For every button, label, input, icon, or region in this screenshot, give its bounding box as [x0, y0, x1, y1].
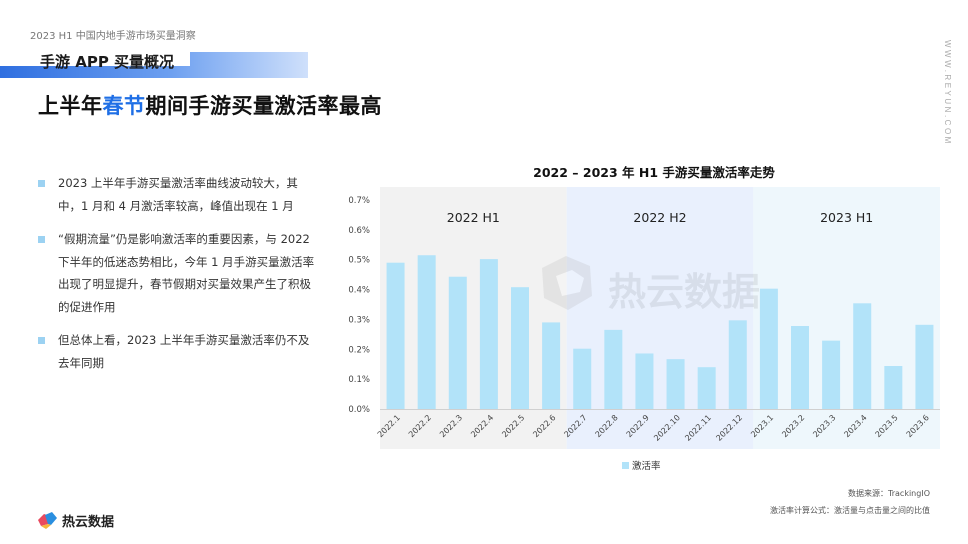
bar	[697, 367, 716, 409]
bar	[853, 303, 872, 409]
y-tick-label: 0.0%	[348, 405, 370, 415]
period-band	[566, 187, 754, 449]
bullet-text: 但总体上看，2023 上半年手游买量激活率仍不及去年同期	[58, 333, 310, 370]
bar	[511, 287, 529, 409]
y-tick-label: 0.2%	[348, 345, 370, 355]
y-tick-label: 0.5%	[348, 256, 370, 266]
legend-swatch	[622, 462, 629, 469]
bullet-square-icon	[38, 236, 45, 243]
headline-highlight: 春节	[102, 94, 146, 118]
watermark: 热云数据	[542, 256, 760, 314]
headline-before: 上半年	[38, 94, 103, 118]
watermark-text: 热云数据	[608, 270, 760, 314]
y-tick-label: 0.7%	[348, 196, 370, 206]
period-band	[380, 187, 567, 449]
bar	[604, 329, 623, 409]
bullet-text: 2023 上半年手游买量激活率曲线波动较大，其中，1 月和 4 月激活率较高，峰…	[58, 176, 298, 213]
y-tick-label: 0.3%	[348, 315, 370, 325]
formula-note: 激活率计算公式：激活量与点击量之间的比值	[770, 506, 930, 515]
y-tick-label: 0.6%	[348, 226, 370, 236]
bar	[635, 353, 654, 409]
section-title: 手游 APP 买量概况	[40, 53, 175, 71]
period-label: 2023 H1	[820, 210, 873, 225]
chart-title: 2022 – 2023 年 H1 手游买量激活率走势	[533, 165, 775, 180]
y-tick-label: 0.4%	[348, 286, 370, 296]
bar	[822, 340, 841, 409]
bullet-square-icon	[38, 337, 45, 344]
period-band	[753, 187, 940, 449]
bar	[479, 259, 498, 409]
period-label: 2022 H2	[633, 210, 686, 225]
section-bar-mask	[0, 52, 190, 66]
bullet-item: “假期流量”仍是影响激活率的重要因素，与 2022 下半年的低迷态势相比，今年 …	[38, 228, 318, 318]
cloud-logo-icon	[542, 256, 592, 310]
bar	[666, 359, 685, 409]
bar	[386, 262, 405, 409]
bullet-item: 但总体上看，2023 上半年手游买量激活率仍不及去年同期	[38, 329, 318, 374]
legend-label: 激活率	[632, 460, 661, 472]
bullet-text: “假期流量”仍是影响激活率的重要因素，与 2022 下半年的低迷态势相比，今年 …	[58, 232, 315, 314]
y-tick-label: 0.1%	[348, 375, 370, 385]
bullet-square-icon	[38, 180, 45, 187]
bullet-list: 2023 上半年手游买量激活率曲线波动较大，其中，1 月和 4 月激活率较高，峰…	[38, 172, 318, 385]
bar	[915, 324, 934, 409]
bar	[791, 325, 809, 409]
cloud-logo-icon	[38, 512, 57, 529]
bar	[417, 255, 436, 409]
data-source-note: 数据来源：TrackingIO	[848, 489, 930, 498]
bar	[759, 288, 778, 409]
bar	[573, 348, 592, 409]
bar	[448, 276, 467, 409]
period-label: 2022 H1	[447, 210, 500, 225]
brand-logo: 热云数据	[36, 510, 114, 530]
headline-after: 期间手游买量激活率最高	[145, 94, 382, 118]
document-label: 2023 H1 中国内地手游市场买量洞察	[30, 31, 196, 42]
side-url: WWW.REYUN.COM	[943, 40, 952, 146]
logo-text: 热云数据	[62, 514, 115, 530]
bar	[542, 322, 561, 409]
bar	[884, 366, 903, 409]
bullet-item: 2023 上半年手游买量激活率曲线波动较大，其中，1 月和 4 月激活率较高，峰…	[38, 172, 318, 217]
page-headline: 上半年春节期间手游买量激活率最高	[38, 90, 382, 120]
bar	[728, 320, 747, 409]
